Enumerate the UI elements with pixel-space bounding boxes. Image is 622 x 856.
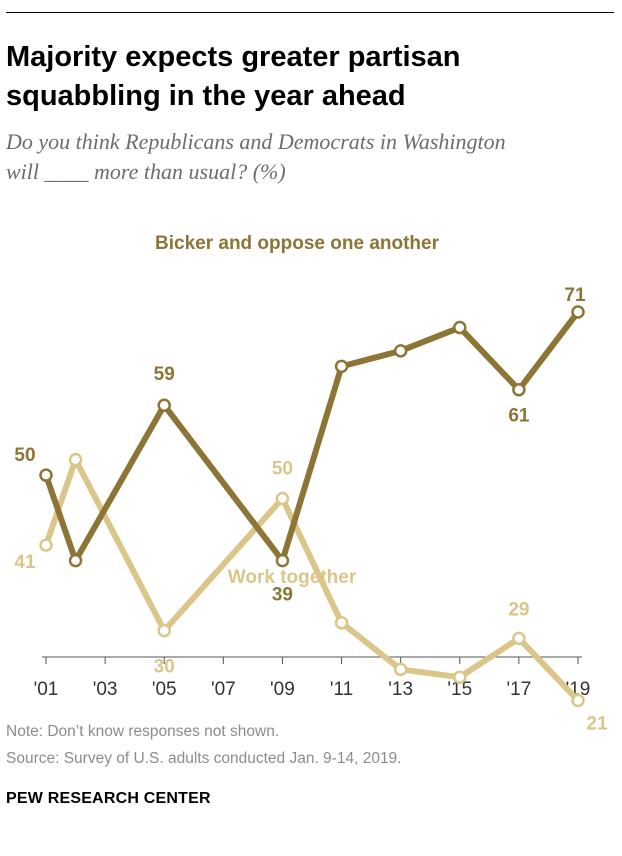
series-label: Work together [228, 567, 357, 588]
chart-source: Source: Survey of U.S. adults conducted … [6, 750, 402, 767]
data-label: 59 [154, 364, 175, 385]
data-label: 29 [508, 599, 529, 620]
x-tick-label: '05 [152, 679, 177, 700]
x-tick-label: '01 [34, 679, 59, 700]
data-point [571, 693, 585, 708]
data-label: 61 [508, 406, 530, 427]
chart-title: Majority expects greater partisan squabb… [6, 38, 616, 116]
x-tick-label: '17 [507, 679, 532, 700]
data-point [39, 538, 53, 552]
data-point [334, 616, 349, 630]
x-tick-label: '11 [330, 679, 353, 700]
data-point [68, 553, 83, 568]
data-label: 30 [154, 657, 175, 678]
data-label: 50 [14, 445, 35, 466]
series-label: Bicker and oppose one another [155, 233, 440, 254]
data-point [393, 662, 408, 677]
data-label: 39 [272, 585, 293, 606]
top-rule [6, 12, 614, 13]
data-point [68, 452, 83, 467]
data-point [453, 670, 467, 684]
data-point [275, 553, 290, 568]
chart-subtitle: Do you think Republicans and Democrats i… [6, 127, 616, 187]
data-point [157, 398, 171, 412]
data-label: 50 [272, 458, 293, 479]
data-label: 41 [14, 552, 36, 573]
chart-title-line-1: Majority expects greater partisan [6, 41, 461, 73]
chart-subtitle-line-1: Do you think Republicans and Democrats i… [6, 129, 506, 154]
data-point [275, 491, 290, 506]
data-label: 71 [564, 285, 586, 306]
x-tick-label: '09 [270, 679, 295, 700]
data-point [453, 320, 467, 335]
org-credit: PEW RESEARCH CENTER [6, 790, 211, 807]
x-tick-label: '15 [447, 679, 472, 700]
x-tick-label: '07 [211, 679, 236, 700]
series-line-0 [43, 309, 581, 564]
data-label: 21 [586, 714, 608, 735]
data-point [334, 359, 349, 374]
x-tick-label: '13 [388, 679, 413, 700]
chart-subtitle-line-2: will ____ more than usual? (%) [6, 159, 286, 184]
data-point [393, 344, 408, 358]
data-point [571, 305, 585, 319]
data-point [512, 631, 526, 646]
chart-note: Note: Don’t know responses not shown. [6, 723, 280, 740]
data-point [512, 382, 526, 397]
chart-title-line-2: squabbling in the year ahead [6, 80, 406, 112]
data-point [157, 623, 171, 638]
data-point [39, 468, 53, 482]
x-tick-label: '03 [93, 679, 118, 700]
